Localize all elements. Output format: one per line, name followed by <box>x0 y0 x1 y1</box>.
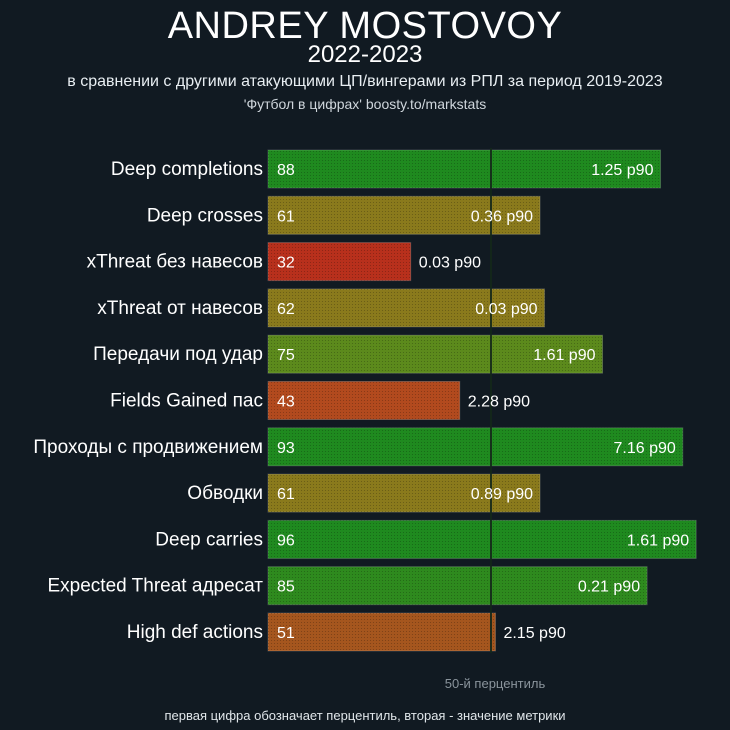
metric-value-label: 2.15 p90 <box>503 625 565 642</box>
percentile-label: 43 <box>277 394 295 411</box>
bar-group <box>267 381 461 420</box>
bar-group <box>267 612 496 652</box>
bar-group <box>267 242 412 282</box>
metric-value-label: 0.03 p90 <box>475 301 537 318</box>
category-label: Передачи под удар <box>93 344 263 365</box>
bar-texture <box>268 474 541 513</box>
metric-value-label: 0.36 p90 <box>471 208 533 225</box>
bar-texture <box>268 427 683 466</box>
percentile-label: 96 <box>277 532 295 549</box>
bar-group <box>267 334 603 374</box>
bar-group <box>267 519 697 559</box>
category-label: Deep completions <box>111 159 263 180</box>
metric-value-label: 1.25 p90 <box>591 162 653 179</box>
chart-source: 'Футбол в цифрах' boosty.to/markstats <box>243 96 487 112</box>
metric-value-label: 2.28 p90 <box>468 394 530 411</box>
percentile-label: 32 <box>277 255 295 272</box>
bar-texture <box>268 150 661 188</box>
bar-texture <box>268 335 603 374</box>
bar-texture <box>268 381 460 420</box>
category-label: Expected Threat адресат <box>48 576 264 597</box>
bar-group <box>267 195 541 235</box>
category-label: Deep crosses <box>147 205 263 226</box>
percentile-label: 61 <box>277 208 295 225</box>
percentile-label: 62 <box>277 301 295 318</box>
metric-value-label: 0.21 p90 <box>578 579 640 596</box>
category-label: Deep carries <box>155 529 263 550</box>
chart-description: в сравнении с другими атакующими ЦП/винг… <box>67 73 663 90</box>
category-label: Проходы с продвижением <box>33 437 263 458</box>
metric-value-label: 7.16 p90 <box>613 440 675 457</box>
bar-texture <box>268 613 496 651</box>
bar-group <box>267 149 661 189</box>
bar-texture <box>268 242 411 281</box>
bar-texture <box>268 196 541 235</box>
percentile-label: 85 <box>277 579 295 596</box>
bar-group <box>267 566 648 606</box>
percentile-label: 51 <box>277 625 295 642</box>
chart-subtitle: 2022-2023 <box>307 41 423 68</box>
bar-group <box>267 288 546 328</box>
percentile-label: 88 <box>277 162 295 179</box>
category-label: xThreat от навесов <box>97 298 263 319</box>
bar-texture <box>268 520 697 559</box>
metric-value-label: 1.61 p90 <box>627 532 689 549</box>
bar-texture <box>268 288 545 327</box>
category-label: Fields Gained пас <box>110 391 263 412</box>
metric-value-label: 0.89 p90 <box>471 486 533 503</box>
category-label: Обводки <box>187 483 263 504</box>
metric-value-label: 1.61 p90 <box>533 347 595 364</box>
category-label: High def actions <box>127 622 263 643</box>
percentile-label: 61 <box>277 486 295 503</box>
bar-texture <box>268 566 648 605</box>
category-label: xThreat без навесов <box>87 252 263 273</box>
footnote: первая цифра обозначает перцентиль, втор… <box>164 708 566 723</box>
reference-line-label: 50-й перцентиль <box>444 676 546 691</box>
percentile-label: 75 <box>277 347 295 364</box>
chart-title: ANDREY MOSTOVOY <box>167 5 563 47</box>
metric-value-label: 0.03 p90 <box>419 255 481 272</box>
bar-group <box>267 427 684 467</box>
percentile-label: 93 <box>277 440 295 457</box>
bar-group <box>267 473 541 513</box>
